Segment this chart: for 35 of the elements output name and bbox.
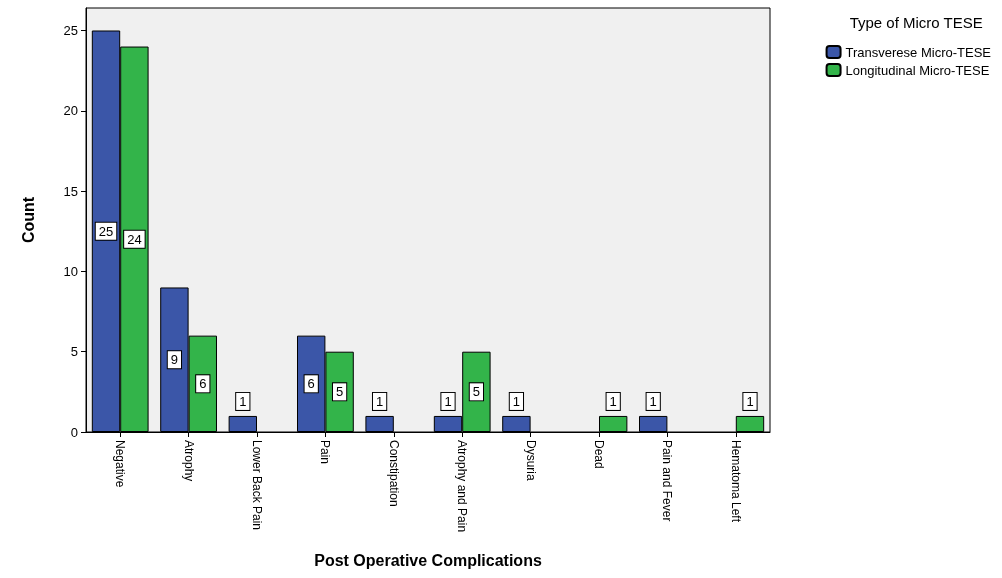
legend-label: Longitudinal Micro-TESE — [845, 62, 990, 78]
data-label: 1 — [609, 393, 617, 409]
x-tick-label: Hematoma Left — [728, 440, 743, 523]
x-axis-title: Post Operative Complications — [314, 551, 542, 569]
data-label: 25 — [98, 223, 114, 239]
x-tick-label: Constipation — [386, 440, 401, 507]
data-label: 1 — [649, 393, 657, 409]
legend-title: Type of Micro TESE — [849, 14, 983, 31]
data-label: 6 — [307, 376, 315, 392]
y-tick-label: 10 — [63, 263, 78, 279]
data-label: 1 — [375, 393, 384, 409]
y-axis-title: Count — [19, 196, 37, 244]
x-tick-label: Dysuria — [523, 440, 538, 481]
y-tick-label: 15 — [63, 183, 78, 199]
y-tick-label: 5 — [70, 344, 78, 360]
data-label: 5 — [335, 384, 344, 400]
x-tick-label: Pain — [318, 440, 333, 465]
y-tick-label: 25 — [63, 22, 78, 38]
x-tick-label: Pain and Fever — [660, 440, 675, 522]
data-label: 1 — [239, 393, 247, 409]
y-tick-label: 0 — [70, 424, 78, 440]
x-tick-label: Negative — [113, 440, 128, 488]
x-tick-label: Dead — [592, 440, 606, 469]
data-label: 1 — [444, 393, 452, 409]
data-label: 5 — [472, 384, 481, 400]
data-label: 24 — [127, 231, 142, 247]
data-label: 1 — [746, 393, 754, 409]
data-label: 6 — [199, 376, 207, 392]
y-tick-label: 20 — [63, 103, 78, 119]
x-tick-label: Lower Back Pain — [250, 440, 264, 531]
data-label: 1 — [512, 393, 521, 409]
data-label: 9 — [170, 352, 179, 368]
x-tick-label: Atrophy — [181, 440, 196, 482]
x-tick-label: Atrophy and Pain — [455, 440, 470, 533]
legend-label: Transverese Micro-TESE — [845, 44, 992, 60]
